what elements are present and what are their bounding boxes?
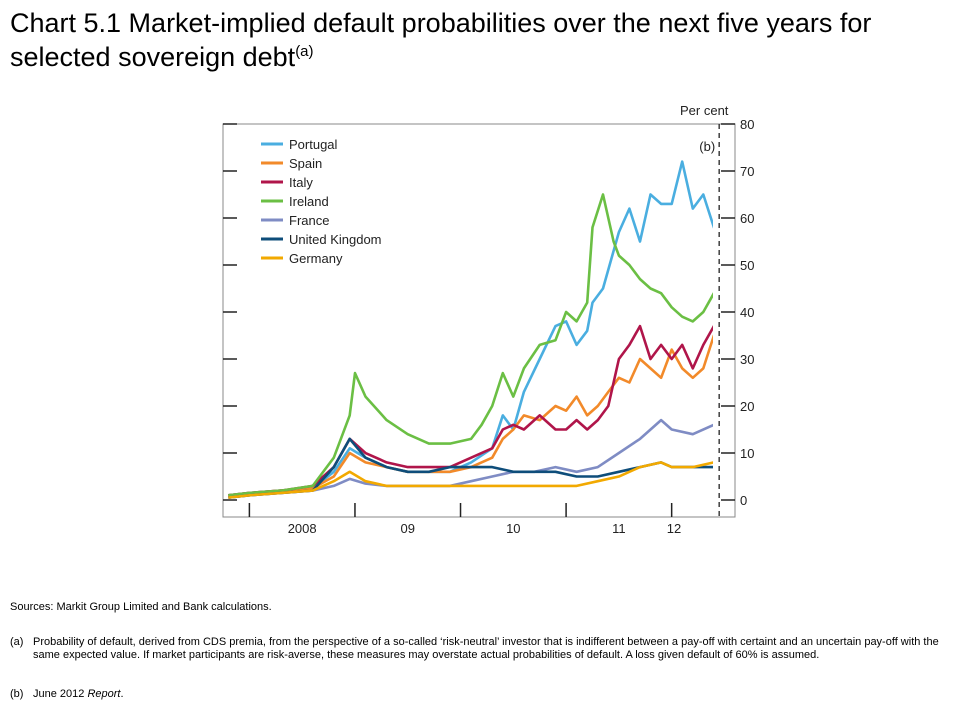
footnote-b-italic: Report — [87, 688, 121, 700]
y-tick-label: 20 — [740, 399, 754, 414]
title-text: Chart 5.1 Market-implied default probabi… — [10, 8, 872, 72]
chart: 0 10 20 30 40 50 60 70 80 2008 09 10 11 12 (b) Per c… — [222, 103, 754, 535]
footnote-a-mark: (a) — [10, 636, 24, 648]
series-line-italy — [228, 324, 713, 497]
reference-line: (b) — [699, 124, 720, 517]
legend-label: Spain — [289, 156, 322, 171]
footnote-a: (a) Probability of default, derived from… — [10, 636, 945, 662]
x-axis-labels: 2008 09 10 11 12 — [288, 521, 682, 535]
legend-label: France — [289, 213, 329, 228]
footnote-b: (b) June 2012 Report. — [10, 688, 945, 701]
x-tick-label: 10 — [506, 521, 520, 535]
series-line-united-kingdom — [228, 437, 713, 499]
footnote-b-text: June 2012 Report. — [33, 688, 945, 701]
y-axis-ticks: 0 10 20 30 40 50 60 70 80 — [223, 117, 754, 508]
page-title: Chart 5.1 Market-implied default probabi… — [10, 6, 950, 74]
series-line-france — [228, 418, 713, 499]
series-line-spain — [228, 334, 713, 497]
x-tick-label: 2008 — [288, 521, 317, 535]
legend: Portugal Spain Italy Ireland France United Ki… — [261, 137, 382, 266]
legend-label: Ireland — [289, 194, 329, 209]
legend-label: Italy — [289, 175, 313, 190]
footnote-b-plain: June 2012 — [33, 688, 88, 700]
y-tick-label: 10 — [740, 446, 754, 461]
y-tick-label: 50 — [740, 258, 754, 273]
y-tick-label: 30 — [740, 352, 754, 367]
x-tick-label: 09 — [401, 521, 415, 535]
unit-label: Per cent — [680, 103, 729, 118]
vline-label: (b) — [699, 139, 715, 154]
footnote-a-text: Probability of default, derived from CDS… — [33, 636, 939, 661]
legend-label: United Kingdom — [289, 232, 382, 247]
y-tick-label: 0 — [740, 493, 747, 508]
y-tick-label: 40 — [740, 305, 754, 320]
legend-label: Portugal — [289, 137, 338, 152]
footnote-b-end: . — [120, 688, 124, 700]
x-tick-label: 12 — [667, 521, 681, 535]
series-line-germany — [228, 461, 713, 499]
footnote-b-mark: (b) — [10, 688, 24, 700]
y-tick-label: 60 — [740, 211, 754, 226]
series-lines — [228, 160, 713, 499]
plot-frame — [222, 123, 736, 518]
x-tick-label: 11 — [612, 521, 626, 535]
y-tick-label: 80 — [740, 117, 754, 132]
title-superscript: (a) — [295, 43, 314, 60]
series-line-ireland — [228, 193, 713, 497]
y-tick-label: 70 — [740, 164, 754, 179]
year-boundaries — [248, 503, 673, 517]
series-line-portugal — [228, 160, 713, 497]
legend-label: Germany — [289, 251, 343, 266]
sources-note: Sources: Markit Group Limited and Bank c… — [10, 601, 272, 613]
